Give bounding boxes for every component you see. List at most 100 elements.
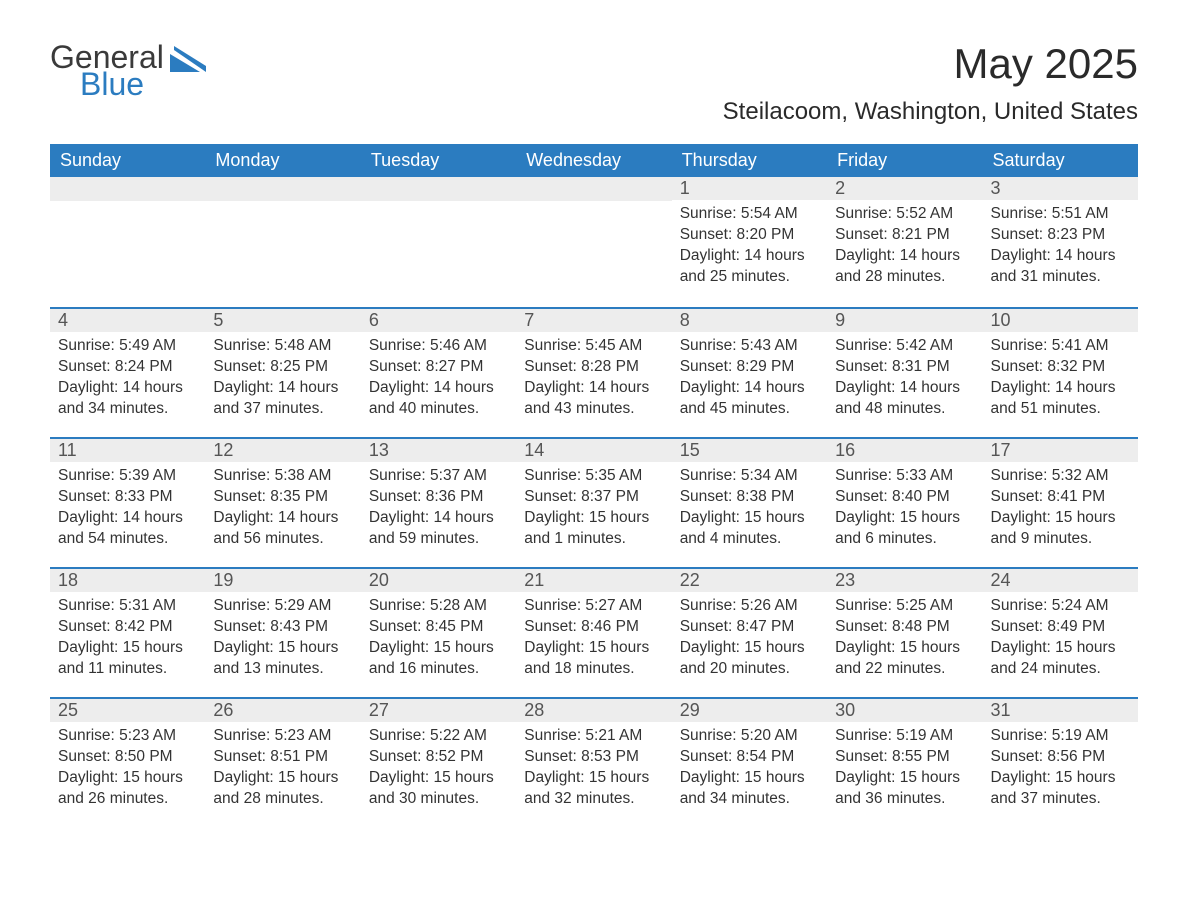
calendar-cell: 23Sunrise: 5:25 AMSunset: 8:48 PMDayligh… <box>827 567 982 697</box>
sunset-line: Sunset: 8:37 PM <box>524 487 663 508</box>
day-content: Sunrise: 5:38 AMSunset: 8:35 PMDaylight:… <box>205 462 360 554</box>
sunset-line: Sunset: 8:24 PM <box>58 357 197 378</box>
day-content: Sunrise: 5:19 AMSunset: 8:55 PMDaylight:… <box>827 722 982 814</box>
sunset-line: Sunset: 8:45 PM <box>369 617 508 638</box>
calendar-row: 18Sunrise: 5:31 AMSunset: 8:42 PMDayligh… <box>50 567 1138 697</box>
calendar-cell: 8Sunrise: 5:43 AMSunset: 8:29 PMDaylight… <box>672 307 827 437</box>
sunrise-line: Sunrise: 5:19 AM <box>835 726 974 747</box>
daylight-line: Daylight: 14 hours and 51 minutes. <box>991 378 1130 420</box>
day-content: Sunrise: 5:37 AMSunset: 8:36 PMDaylight:… <box>361 462 516 554</box>
day-content: Sunrise: 5:26 AMSunset: 8:47 PMDaylight:… <box>672 592 827 684</box>
sunrise-line: Sunrise: 5:39 AM <box>58 466 197 487</box>
day-content: Sunrise: 5:49 AMSunset: 8:24 PMDaylight:… <box>50 332 205 424</box>
sunrise-line: Sunrise: 5:33 AM <box>835 466 974 487</box>
day-content: Sunrise: 5:31 AMSunset: 8:42 PMDaylight:… <box>50 592 205 684</box>
sunrise-line: Sunrise: 5:32 AM <box>991 466 1130 487</box>
calendar-cell: 17Sunrise: 5:32 AMSunset: 8:41 PMDayligh… <box>983 437 1138 567</box>
sunset-line: Sunset: 8:49 PM <box>991 617 1130 638</box>
day-content: Sunrise: 5:23 AMSunset: 8:51 PMDaylight:… <box>205 722 360 814</box>
calendar-cell: 10Sunrise: 5:41 AMSunset: 8:32 PMDayligh… <box>983 307 1138 437</box>
calendar-cell <box>50 177 205 307</box>
sunrise-line: Sunrise: 5:48 AM <box>213 336 352 357</box>
sunrise-line: Sunrise: 5:49 AM <box>58 336 197 357</box>
calendar-cell: 15Sunrise: 5:34 AMSunset: 8:38 PMDayligh… <box>672 437 827 567</box>
day-number: 8 <box>672 307 827 332</box>
day-content: Sunrise: 5:46 AMSunset: 8:27 PMDaylight:… <box>361 332 516 424</box>
sunrise-line: Sunrise: 5:27 AM <box>524 596 663 617</box>
day-content: Sunrise: 5:20 AMSunset: 8:54 PMDaylight:… <box>672 722 827 814</box>
calendar-cell: 31Sunrise: 5:19 AMSunset: 8:56 PMDayligh… <box>983 697 1138 827</box>
daylight-line: Daylight: 15 hours and 11 minutes. <box>58 638 197 680</box>
day-content: Sunrise: 5:35 AMSunset: 8:37 PMDaylight:… <box>516 462 671 554</box>
sunset-line: Sunset: 8:43 PM <box>213 617 352 638</box>
sunrise-line: Sunrise: 5:25 AM <box>835 596 974 617</box>
sunset-line: Sunset: 8:38 PM <box>680 487 819 508</box>
sunrise-line: Sunrise: 5:24 AM <box>991 596 1130 617</box>
daylight-line: Daylight: 14 hours and 34 minutes. <box>58 378 197 420</box>
daylight-line: Daylight: 15 hours and 6 minutes. <box>835 508 974 550</box>
day-number: 14 <box>516 437 671 462</box>
sunset-line: Sunset: 8:47 PM <box>680 617 819 638</box>
sunrise-line: Sunrise: 5:28 AM <box>369 596 508 617</box>
weekday-header: Sunday <box>50 144 205 177</box>
day-content: Sunrise: 5:39 AMSunset: 8:33 PMDaylight:… <box>50 462 205 554</box>
sunrise-line: Sunrise: 5:51 AM <box>991 204 1130 225</box>
day-content: Sunrise: 5:34 AMSunset: 8:38 PMDaylight:… <box>672 462 827 554</box>
calendar-cell: 27Sunrise: 5:22 AMSunset: 8:52 PMDayligh… <box>361 697 516 827</box>
day-content: Sunrise: 5:22 AMSunset: 8:52 PMDaylight:… <box>361 722 516 814</box>
daylight-line: Daylight: 15 hours and 1 minutes. <box>524 508 663 550</box>
sunrise-line: Sunrise: 5:31 AM <box>58 596 197 617</box>
day-content: Sunrise: 5:27 AMSunset: 8:46 PMDaylight:… <box>516 592 671 684</box>
weekday-header: Tuesday <box>361 144 516 177</box>
day-content: Sunrise: 5:19 AMSunset: 8:56 PMDaylight:… <box>983 722 1138 814</box>
weekday-header-row: SundayMondayTuesdayWednesdayThursdayFrid… <box>50 144 1138 177</box>
day-number: 29 <box>672 697 827 722</box>
day-content: Sunrise: 5:41 AMSunset: 8:32 PMDaylight:… <box>983 332 1138 424</box>
page-header: General Blue May 2025 Steilacoom, Washin… <box>50 40 1138 126</box>
day-number: 13 <box>361 437 516 462</box>
daylight-line: Daylight: 14 hours and 25 minutes. <box>680 246 819 288</box>
sunrise-line: Sunrise: 5:43 AM <box>680 336 819 357</box>
day-content: Sunrise: 5:52 AMSunset: 8:21 PMDaylight:… <box>827 200 982 292</box>
calendar-cell <box>516 177 671 307</box>
daylight-line: Daylight: 15 hours and 26 minutes. <box>58 768 197 810</box>
day-content: Sunrise: 5:54 AMSunset: 8:20 PMDaylight:… <box>672 200 827 292</box>
sunrise-line: Sunrise: 5:23 AM <box>213 726 352 747</box>
day-number: 16 <box>827 437 982 462</box>
weekday-header: Wednesday <box>516 144 671 177</box>
sunset-line: Sunset: 8:20 PM <box>680 225 819 246</box>
sunrise-line: Sunrise: 5:34 AM <box>680 466 819 487</box>
daylight-line: Daylight: 14 hours and 48 minutes. <box>835 378 974 420</box>
day-number: 11 <box>50 437 205 462</box>
calendar-cell: 20Sunrise: 5:28 AMSunset: 8:45 PMDayligh… <box>361 567 516 697</box>
day-number: 17 <box>983 437 1138 462</box>
daylight-line: Daylight: 14 hours and 54 minutes. <box>58 508 197 550</box>
day-number: 26 <box>205 697 360 722</box>
day-number: 2 <box>827 177 982 200</box>
day-content: Sunrise: 5:21 AMSunset: 8:53 PMDaylight:… <box>516 722 671 814</box>
sunset-line: Sunset: 8:56 PM <box>991 747 1130 768</box>
day-content: Sunrise: 5:23 AMSunset: 8:50 PMDaylight:… <box>50 722 205 814</box>
day-content: Sunrise: 5:45 AMSunset: 8:28 PMDaylight:… <box>516 332 671 424</box>
sunset-line: Sunset: 8:23 PM <box>991 225 1130 246</box>
sunrise-line: Sunrise: 5:29 AM <box>213 596 352 617</box>
day-number: 7 <box>516 307 671 332</box>
daylight-line: Daylight: 14 hours and 31 minutes. <box>991 246 1130 288</box>
calendar-cell: 3Sunrise: 5:51 AMSunset: 8:23 PMDaylight… <box>983 177 1138 307</box>
daylight-line: Daylight: 15 hours and 13 minutes. <box>213 638 352 680</box>
sunset-line: Sunset: 8:28 PM <box>524 357 663 378</box>
sunrise-line: Sunrise: 5:54 AM <box>680 204 819 225</box>
day-number: 31 <box>983 697 1138 722</box>
calendar-cell: 11Sunrise: 5:39 AMSunset: 8:33 PMDayligh… <box>50 437 205 567</box>
daylight-line: Daylight: 14 hours and 56 minutes. <box>213 508 352 550</box>
sunrise-line: Sunrise: 5:42 AM <box>835 336 974 357</box>
sunrise-line: Sunrise: 5:35 AM <box>524 466 663 487</box>
day-number: 10 <box>983 307 1138 332</box>
day-number: 20 <box>361 567 516 592</box>
brand-logo: General Blue <box>50 40 208 100</box>
sunrise-line: Sunrise: 5:21 AM <box>524 726 663 747</box>
daylight-line: Daylight: 14 hours and 40 minutes. <box>369 378 508 420</box>
calendar-cell: 19Sunrise: 5:29 AMSunset: 8:43 PMDayligh… <box>205 567 360 697</box>
location: Steilacoom, Washington, United States <box>723 98 1138 126</box>
weekday-header: Friday <box>827 144 982 177</box>
